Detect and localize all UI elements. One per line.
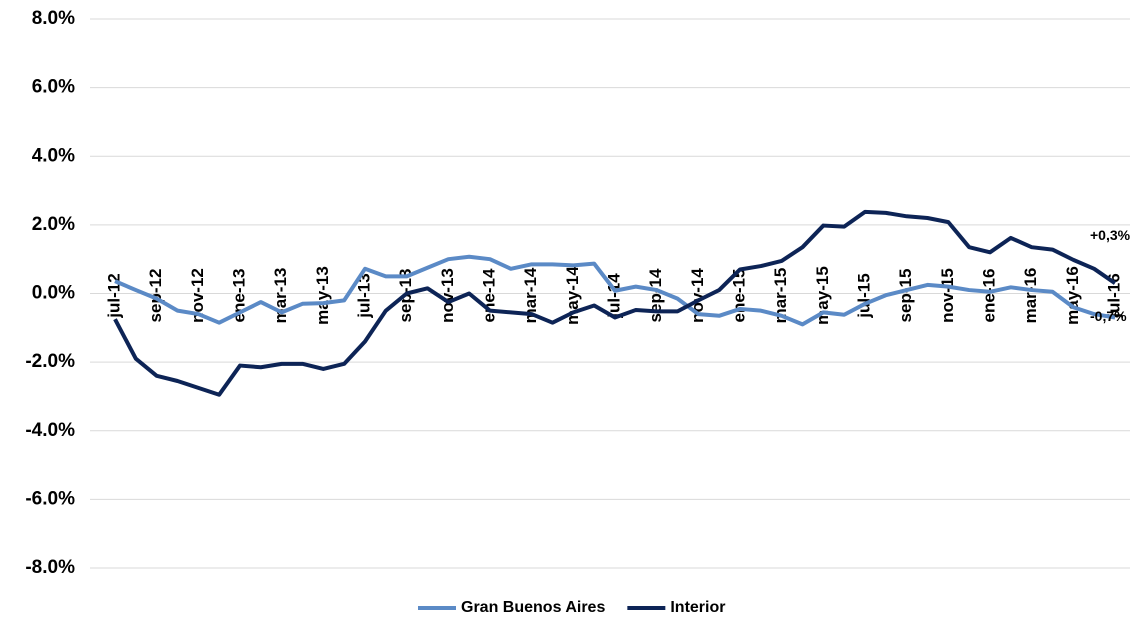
x-tick-label: mar-16: [1021, 268, 1040, 324]
x-tick-label: may-15: [813, 266, 832, 325]
x-tick-label: mar-14: [521, 267, 540, 323]
x-tick-label: ene-16: [979, 269, 998, 323]
y-tick-label: 2.0%: [32, 214, 75, 235]
x-tick-label: mar-15: [771, 268, 790, 324]
x-tick-label: ene-14: [479, 268, 498, 322]
x-tick-label: jul-12: [104, 273, 123, 318]
y-tick-label: 8.0%: [32, 8, 75, 29]
legend-label: Interior: [670, 599, 725, 616]
y-tick-label: -2.0%: [25, 351, 75, 372]
x-tick-label: jul-16: [1104, 273, 1123, 318]
y-tick-label: 6.0%: [32, 77, 75, 98]
x-tick-label: may-16: [1063, 266, 1082, 325]
x-tick-label: mar-13: [271, 268, 290, 324]
y-tick-label: 0.0%: [32, 283, 75, 304]
x-tick-label: may-13: [313, 266, 332, 325]
data-label: +0,3%: [1090, 227, 1131, 243]
x-tick-label: nov-12: [188, 268, 207, 323]
legend-label: Gran Buenos Aires: [461, 599, 605, 616]
x-tick-label: sep-12: [146, 269, 165, 323]
series-line: [114, 254, 1116, 327]
x-tick-label: jul-15: [854, 273, 873, 318]
y-tick-label: -6.0%: [25, 488, 75, 509]
x-tick-label: sep-14: [646, 268, 665, 322]
series-line: [113, 209, 1117, 397]
y-tick-label: -8.0%: [25, 557, 75, 578]
y-tick-label: -4.0%: [25, 420, 75, 441]
x-tick-label: jul-13: [354, 273, 373, 318]
x-tick-label: nov-15: [938, 268, 957, 323]
y-tick-label: 4.0%: [32, 145, 75, 166]
x-tick-label: nov-13: [438, 268, 457, 323]
data-label: -0,7%: [1090, 308, 1127, 324]
x-tick-label: sep-15: [896, 269, 915, 323]
